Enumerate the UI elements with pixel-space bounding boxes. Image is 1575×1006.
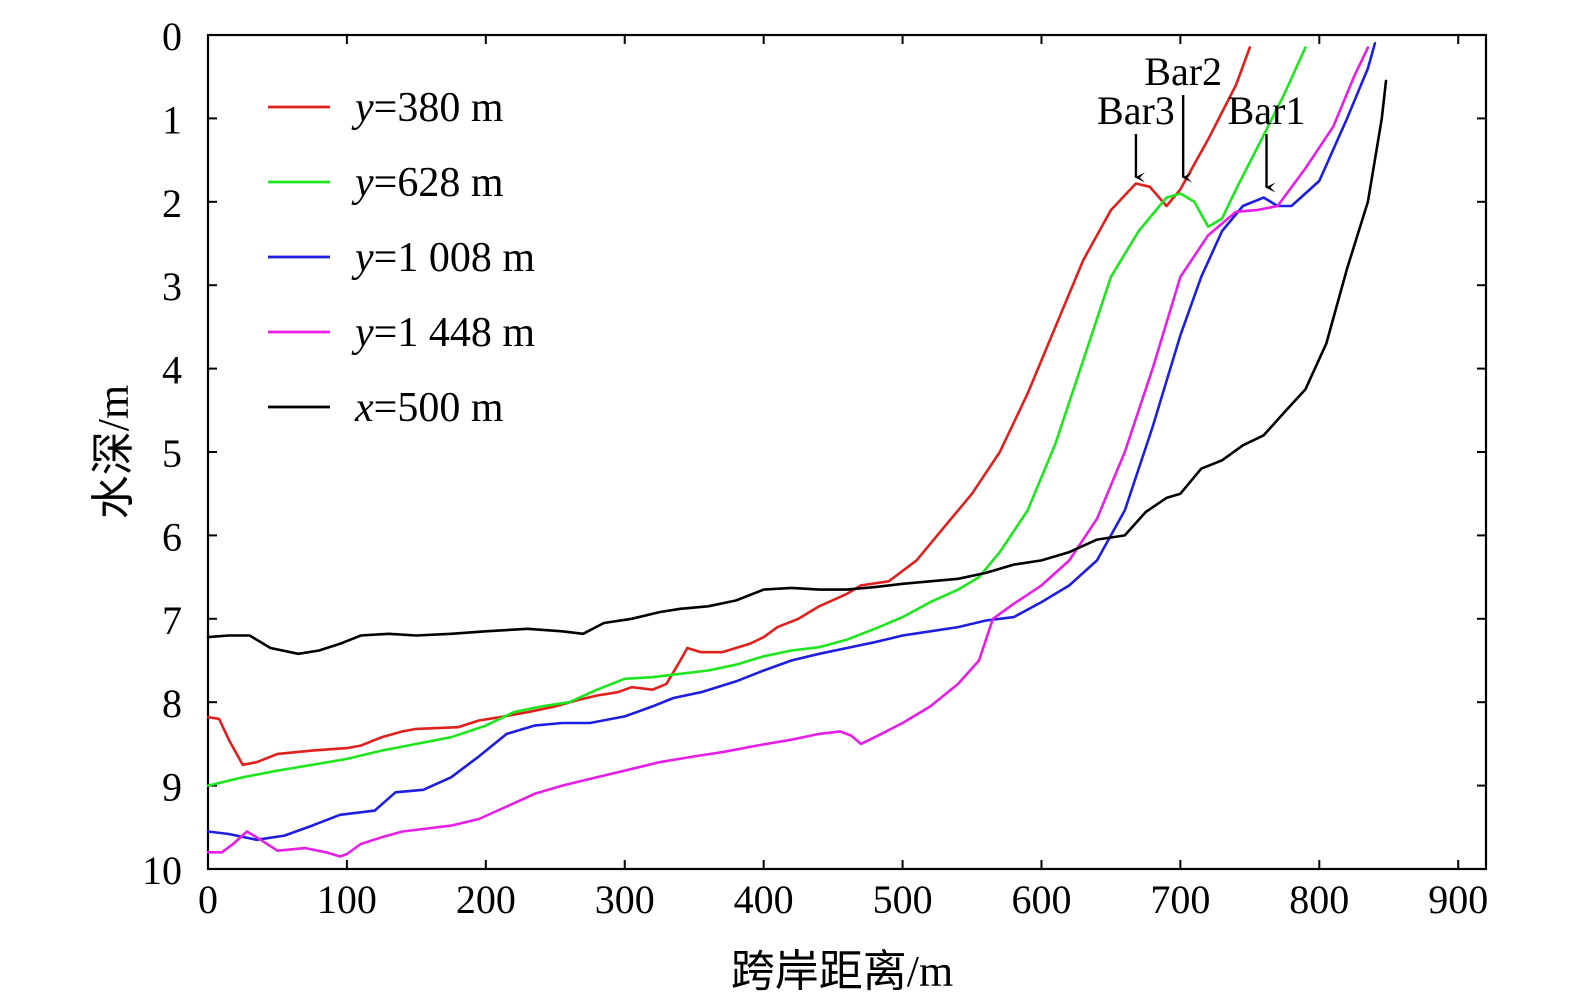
x-axis-label: 跨岸距离/m	[731, 947, 953, 996]
series-line-3	[206, 46, 1370, 858]
legend-label-variable: y	[351, 310, 374, 356]
x-tick-label: 100	[317, 877, 377, 922]
series-line-4	[206, 79, 1388, 656]
y-tick-label: 5	[162, 431, 182, 476]
annotation-label-bar2: Bar2	[1144, 49, 1222, 94]
x-tick-label: 900	[1428, 877, 1488, 922]
x-tick-label: 800	[1289, 877, 1349, 922]
y-tick-label: 4	[162, 348, 182, 393]
y-tick-label: 6	[162, 514, 182, 559]
legend-label-value: =1 448 m	[374, 310, 536, 356]
legend-label-value: =1 008 m	[374, 235, 536, 281]
legend-label-4: x=500 m	[354, 385, 504, 431]
series-line-2	[206, 42, 1377, 842]
legend-label-3: y=1 448 m	[351, 310, 535, 356]
x-tick-label: 400	[734, 877, 794, 922]
y-tick-label: 9	[162, 765, 182, 810]
y-tick-label: 3	[162, 264, 182, 309]
annotation-label-bar3: Bar3	[1097, 88, 1175, 133]
y-tick-label: 0	[162, 14, 182, 59]
series-line-1	[206, 46, 1307, 787]
y-axis-label: 水深/m	[89, 385, 138, 519]
legend-label-variable: x	[354, 385, 374, 431]
x-tick-label: 500	[873, 877, 933, 922]
legend-label-value: =380 m	[374, 85, 504, 131]
annotation-label-bar1: Bar1	[1228, 88, 1306, 133]
y-tick-label: 10	[142, 848, 182, 893]
legend: y=380 my=628 my=1 008 my=1 448 mx=500 m	[268, 85, 535, 431]
y-tick-label: 7	[162, 598, 182, 643]
legend-label-variable: y	[351, 160, 374, 206]
x-tick-label: 700	[1150, 877, 1210, 922]
legend-label-value: =628 m	[374, 160, 504, 206]
legend-label-variable: y	[351, 85, 374, 131]
series-group	[206, 42, 1388, 858]
legend-label-value: =500 m	[374, 385, 504, 431]
x-tick-label: 0	[198, 877, 218, 922]
legend-label-2: y=1 008 m	[351, 235, 535, 281]
y-tick-label: 1	[162, 97, 182, 142]
x-tick-label: 600	[1011, 877, 1071, 922]
series-line-0	[206, 46, 1252, 767]
y-tick-label: 8	[162, 681, 182, 726]
y-tick-label: 2	[162, 181, 182, 226]
legend-label-0: y=380 m	[351, 85, 504, 131]
legend-label-1: y=628 m	[351, 160, 504, 206]
ticks: 0 100 200 300 400 500 600 700 800 900 0 1 2 3 4 5 6 7 8 9 10	[142, 14, 1488, 922]
legend-label-variable: y	[351, 235, 374, 281]
x-tick-label: 200	[456, 877, 516, 922]
x-tick-label: 300	[595, 877, 655, 922]
